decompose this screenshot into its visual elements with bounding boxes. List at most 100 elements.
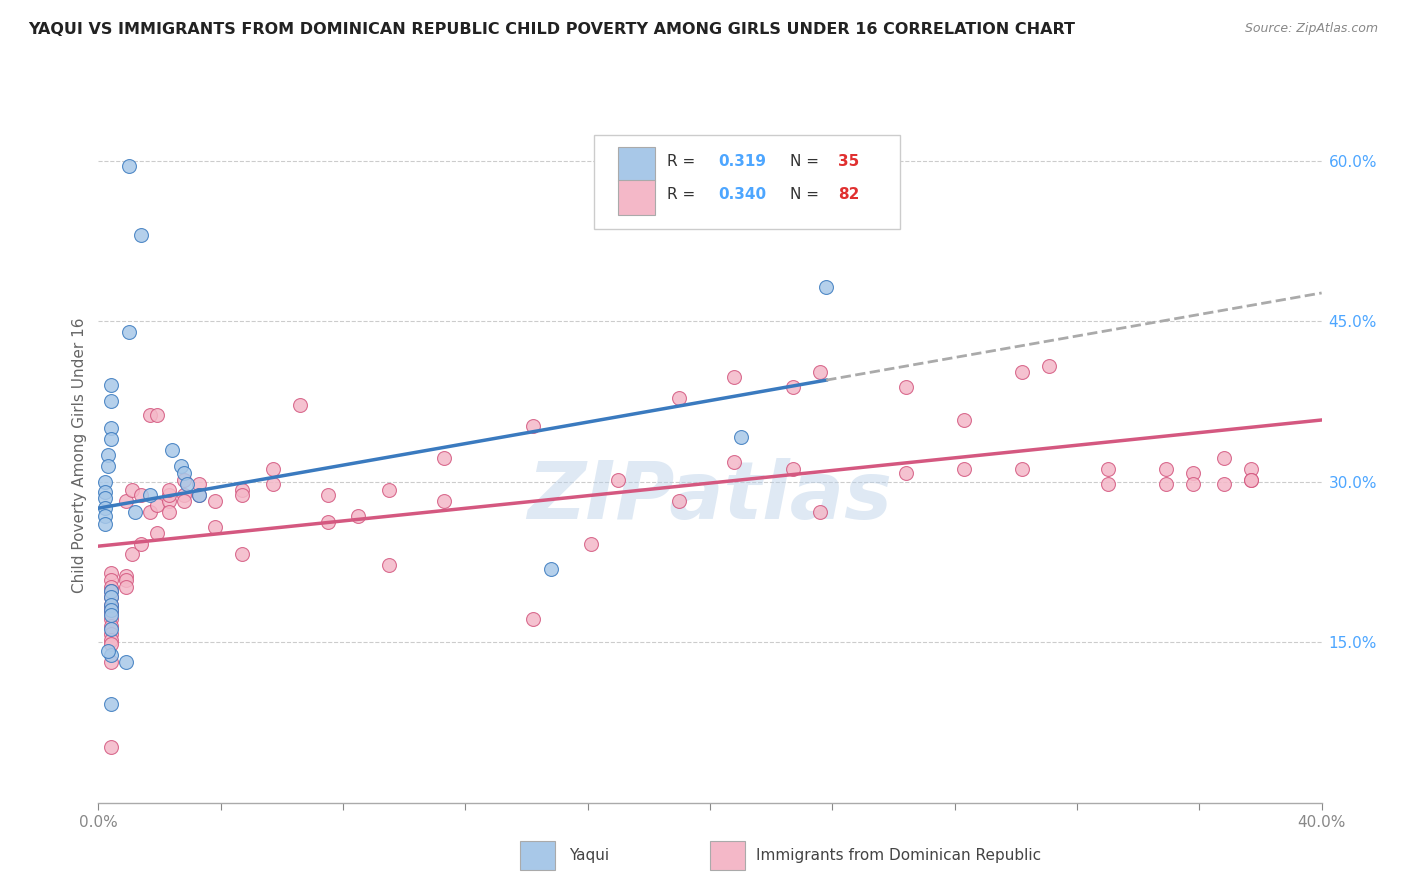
Point xyxy=(176,476,198,491)
Point xyxy=(782,380,804,394)
Point xyxy=(953,412,976,426)
Point xyxy=(100,432,122,446)
Point xyxy=(433,451,456,466)
Point xyxy=(100,740,122,755)
Text: YAQUI VS IMMIGRANTS FROM DOMINICAN REPUBLIC CHILD POVERTY AMONG GIRLS UNDER 16 C: YAQUI VS IMMIGRANTS FROM DOMINICAN REPUB… xyxy=(28,22,1076,37)
Point xyxy=(100,612,122,626)
Point xyxy=(145,409,167,423)
Point xyxy=(894,380,917,394)
Point xyxy=(100,573,122,587)
Point xyxy=(188,476,211,491)
Point xyxy=(1011,366,1033,380)
Point xyxy=(1212,476,1234,491)
Point xyxy=(115,655,138,669)
Text: 82: 82 xyxy=(838,187,860,202)
Point xyxy=(782,462,804,476)
Point xyxy=(262,476,284,491)
Point xyxy=(100,591,122,605)
Text: 35: 35 xyxy=(838,153,859,169)
Point xyxy=(115,494,138,508)
Point xyxy=(157,483,180,498)
Point xyxy=(100,619,122,633)
Point xyxy=(730,430,752,444)
Point xyxy=(100,566,122,580)
Point xyxy=(808,505,831,519)
Point xyxy=(723,455,745,469)
Point xyxy=(1182,476,1205,491)
Point xyxy=(522,612,544,626)
Point xyxy=(157,494,180,508)
Point xyxy=(100,633,122,648)
Point xyxy=(157,505,180,519)
Point xyxy=(100,598,122,612)
Point xyxy=(668,391,690,405)
Point xyxy=(100,698,122,712)
Point xyxy=(121,548,143,562)
Point xyxy=(1154,476,1177,491)
Text: 0.340: 0.340 xyxy=(718,187,766,202)
Point xyxy=(100,591,122,605)
Point xyxy=(231,548,253,562)
Point xyxy=(231,487,253,501)
Point xyxy=(1240,473,1263,487)
Point xyxy=(100,626,122,640)
Point xyxy=(579,537,602,551)
Bar xyxy=(619,180,655,215)
Point xyxy=(1038,359,1060,373)
Point xyxy=(115,580,138,594)
Point xyxy=(145,498,167,512)
Text: 0.319: 0.319 xyxy=(718,153,766,169)
Point xyxy=(97,448,120,462)
Point xyxy=(100,605,122,619)
Point xyxy=(1212,451,1234,466)
Text: Immigrants from Dominican Republic: Immigrants from Dominican Republic xyxy=(756,848,1042,863)
Point xyxy=(139,505,162,519)
Point xyxy=(540,562,562,576)
Point xyxy=(723,369,745,384)
Point xyxy=(815,280,838,294)
Text: N =: N = xyxy=(790,153,824,169)
Point xyxy=(100,598,122,612)
Point xyxy=(100,583,122,598)
Point xyxy=(100,637,122,651)
Point xyxy=(894,466,917,480)
Point xyxy=(100,648,122,662)
Point xyxy=(1097,476,1119,491)
Point xyxy=(100,608,122,623)
Point xyxy=(157,487,180,501)
Point xyxy=(97,458,120,473)
Point xyxy=(607,473,630,487)
Point xyxy=(160,442,183,457)
Point xyxy=(100,583,122,598)
Point xyxy=(173,494,195,508)
Point xyxy=(204,494,226,508)
Point xyxy=(173,473,195,487)
Point xyxy=(188,487,211,501)
Point xyxy=(1154,462,1177,476)
Point xyxy=(115,573,138,587)
Point xyxy=(93,501,115,516)
Point xyxy=(378,558,401,573)
FancyBboxPatch shape xyxy=(593,135,900,229)
Point xyxy=(129,228,152,243)
Text: ZIPatlas: ZIPatlas xyxy=(527,458,893,536)
Point xyxy=(173,487,195,501)
Text: Source: ZipAtlas.com: Source: ZipAtlas.com xyxy=(1244,22,1378,36)
Point xyxy=(118,325,141,339)
Point xyxy=(953,462,976,476)
Point xyxy=(522,419,544,434)
Point xyxy=(378,483,401,498)
Text: R =: R = xyxy=(668,153,700,169)
Point xyxy=(433,494,456,508)
Point xyxy=(316,487,339,501)
Point xyxy=(204,519,226,533)
Point xyxy=(118,159,141,173)
Point xyxy=(1182,466,1205,480)
Point xyxy=(290,398,312,412)
Point xyxy=(170,458,193,473)
Point xyxy=(124,505,146,519)
Point xyxy=(262,462,284,476)
Point xyxy=(808,366,831,380)
Point xyxy=(316,516,339,530)
Point xyxy=(668,494,690,508)
